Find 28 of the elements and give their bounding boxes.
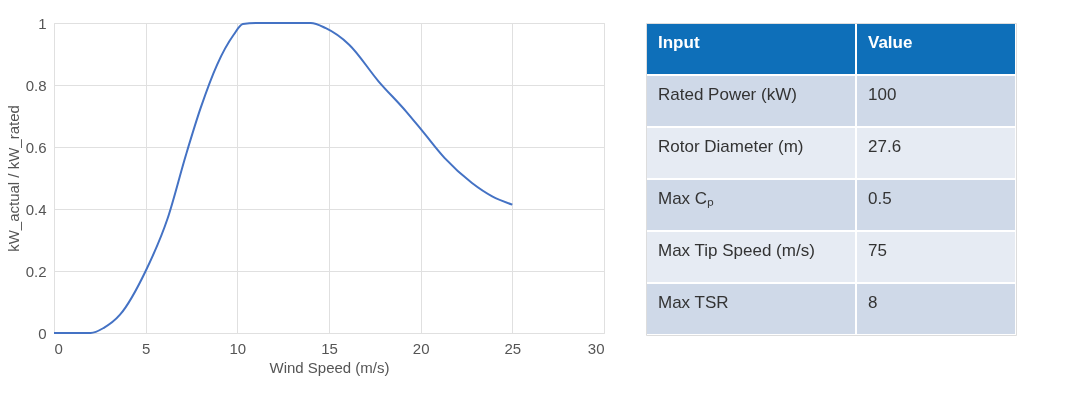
x-tick-label: 25 [504,339,522,357]
text: Input [658,33,700,52]
text: Rotor Diameter (m) [658,137,804,156]
y-tick-label: 0.2 [25,262,47,280]
y-tick-label: 0.4 [25,200,47,218]
y-tick-label: 0.8 [25,76,47,94]
text: Rated Power (kW) [658,85,797,104]
x-tick-label: 0 [54,339,63,357]
text: 27.6 [868,137,902,156]
text: Max Tip Speed (m/s) [658,241,815,260]
x-tick-label: 15 [321,339,338,357]
x-tick-label: 20 [412,339,430,357]
y-tick-label: 0 [38,324,47,342]
y-axis-title: kW_actual / kW_rated [4,105,22,252]
y-tick-label: 1 [38,14,47,32]
text: 0.5 [868,189,892,208]
text: 75 [868,241,887,260]
text: Max Cₚ [658,189,715,209]
y-tick-label: 0.6 [25,138,47,156]
line-series [53,22,514,334]
x-axis-title: Wind Speed (m/s) [269,358,390,376]
x-tick-label: 5 [141,339,151,357]
text: Value [868,33,913,52]
text: 100 [868,85,897,104]
x-tick-label: 30 [587,339,605,357]
text: Max TSR [658,293,729,312]
x-tick-label: 10 [229,339,247,357]
text: 8 [868,293,878,312]
